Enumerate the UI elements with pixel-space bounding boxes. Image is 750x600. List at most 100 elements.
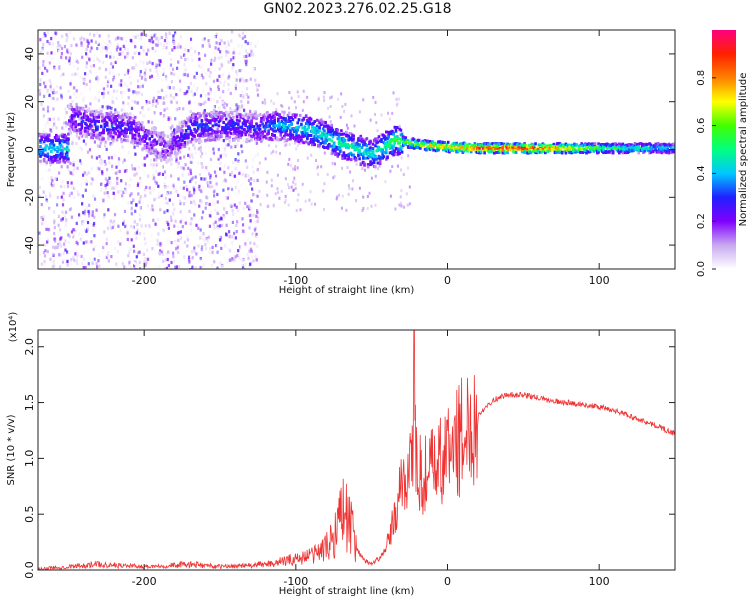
noise-cell <box>83 212 86 216</box>
noise-cell <box>173 126 176 130</box>
noise-cell <box>208 202 211 206</box>
noise-cell <box>113 219 116 223</box>
ridge-cell <box>124 127 127 131</box>
noise-cell <box>41 176 44 181</box>
noise-cell <box>55 126 58 130</box>
noise-cell <box>296 198 299 202</box>
noise-cell <box>117 170 120 174</box>
ridge-cell <box>393 141 397 145</box>
noise-cell <box>294 168 297 171</box>
noise-cell <box>66 35 69 39</box>
noise-cell <box>42 190 45 194</box>
noise-cell <box>159 59 162 63</box>
noise-cell <box>115 262 118 266</box>
ridge-cell <box>365 147 369 151</box>
ridge-cell <box>42 159 46 163</box>
noise-cell <box>123 209 127 213</box>
noise-cell <box>43 94 46 98</box>
noise-cell <box>89 102 92 106</box>
noise-cell <box>136 263 139 267</box>
noise-cell <box>95 156 98 160</box>
noise-cell <box>358 110 361 114</box>
noise-cell <box>186 90 189 94</box>
noise-cell <box>194 50 197 54</box>
ridge-cell <box>285 129 289 133</box>
noise-cell <box>130 106 134 110</box>
noise-cell <box>205 166 208 170</box>
noise-cell <box>79 195 82 199</box>
noise-cell <box>76 72 79 76</box>
noise-cell <box>140 180 143 184</box>
ridge-cell <box>67 148 70 152</box>
noise-cell <box>101 139 104 143</box>
noise-cell <box>216 211 219 216</box>
noise-cell <box>173 207 176 211</box>
noise-cell <box>236 169 239 174</box>
ridge-cell <box>315 124 319 128</box>
noise-cell <box>185 118 188 122</box>
ridge-cell <box>127 119 131 123</box>
ridge-cell <box>76 113 80 117</box>
ridge-cell <box>250 122 253 126</box>
noise-cell <box>349 170 352 174</box>
noise-cell <box>53 221 56 225</box>
noise-cell <box>67 233 70 237</box>
noise-cell <box>252 213 255 217</box>
noise-cell <box>46 51 49 55</box>
noise-cell <box>132 164 135 168</box>
noise-cell <box>161 79 164 83</box>
noise-cell <box>225 140 228 144</box>
noise-cell <box>249 260 253 264</box>
noise-cell <box>232 63 235 67</box>
ridge-cell <box>92 133 96 137</box>
noise-cell <box>126 243 129 247</box>
noise-cell <box>133 249 136 253</box>
noise-cell <box>138 242 141 247</box>
noise-cell <box>215 51 218 56</box>
noise-cell <box>166 157 169 162</box>
noise-cell <box>98 59 101 63</box>
noise-cell <box>63 188 66 192</box>
noise-cell <box>244 40 247 44</box>
ridge-cell <box>61 149 64 153</box>
noise-cell <box>174 247 178 251</box>
noise-cell <box>183 155 186 159</box>
ridge-cell <box>332 132 336 136</box>
noise-cell <box>239 94 242 98</box>
ridge-cell <box>497 151 501 154</box>
ridge-cell <box>44 134 47 138</box>
noise-cell <box>198 59 201 63</box>
noise-cell <box>156 43 159 47</box>
noise-cell <box>143 74 146 78</box>
ridge-cell <box>198 112 201 116</box>
ridge-cell <box>48 144 52 148</box>
noise-cell <box>297 193 300 197</box>
noise-cell <box>175 108 179 112</box>
noise-cell <box>235 205 238 209</box>
noise-cell <box>189 168 192 172</box>
noise-cell <box>268 144 271 147</box>
noise-cell <box>53 226 56 230</box>
ridge-cell <box>154 148 158 152</box>
noise-cell <box>51 124 54 128</box>
noise-cell <box>80 148 83 152</box>
noise-cell <box>107 125 110 129</box>
noise-cell <box>133 220 136 224</box>
noise-cell <box>106 44 109 48</box>
noise-cell <box>211 45 215 49</box>
noise-cell <box>94 97 98 101</box>
noise-cell <box>210 58 213 62</box>
ridge-cell <box>133 137 137 141</box>
ridge-cell <box>137 121 141 125</box>
ridge-cell <box>135 128 138 132</box>
ridge-cell <box>173 147 177 151</box>
noise-cell <box>255 167 258 171</box>
noise-cell <box>139 111 142 115</box>
ridge-cell <box>335 152 338 156</box>
noise-cell <box>142 258 146 262</box>
noise-cell <box>154 62 158 66</box>
ridge-cell <box>371 157 375 161</box>
noise-cell <box>152 99 155 103</box>
noise-cell <box>225 53 228 57</box>
noise-cell <box>200 200 203 204</box>
